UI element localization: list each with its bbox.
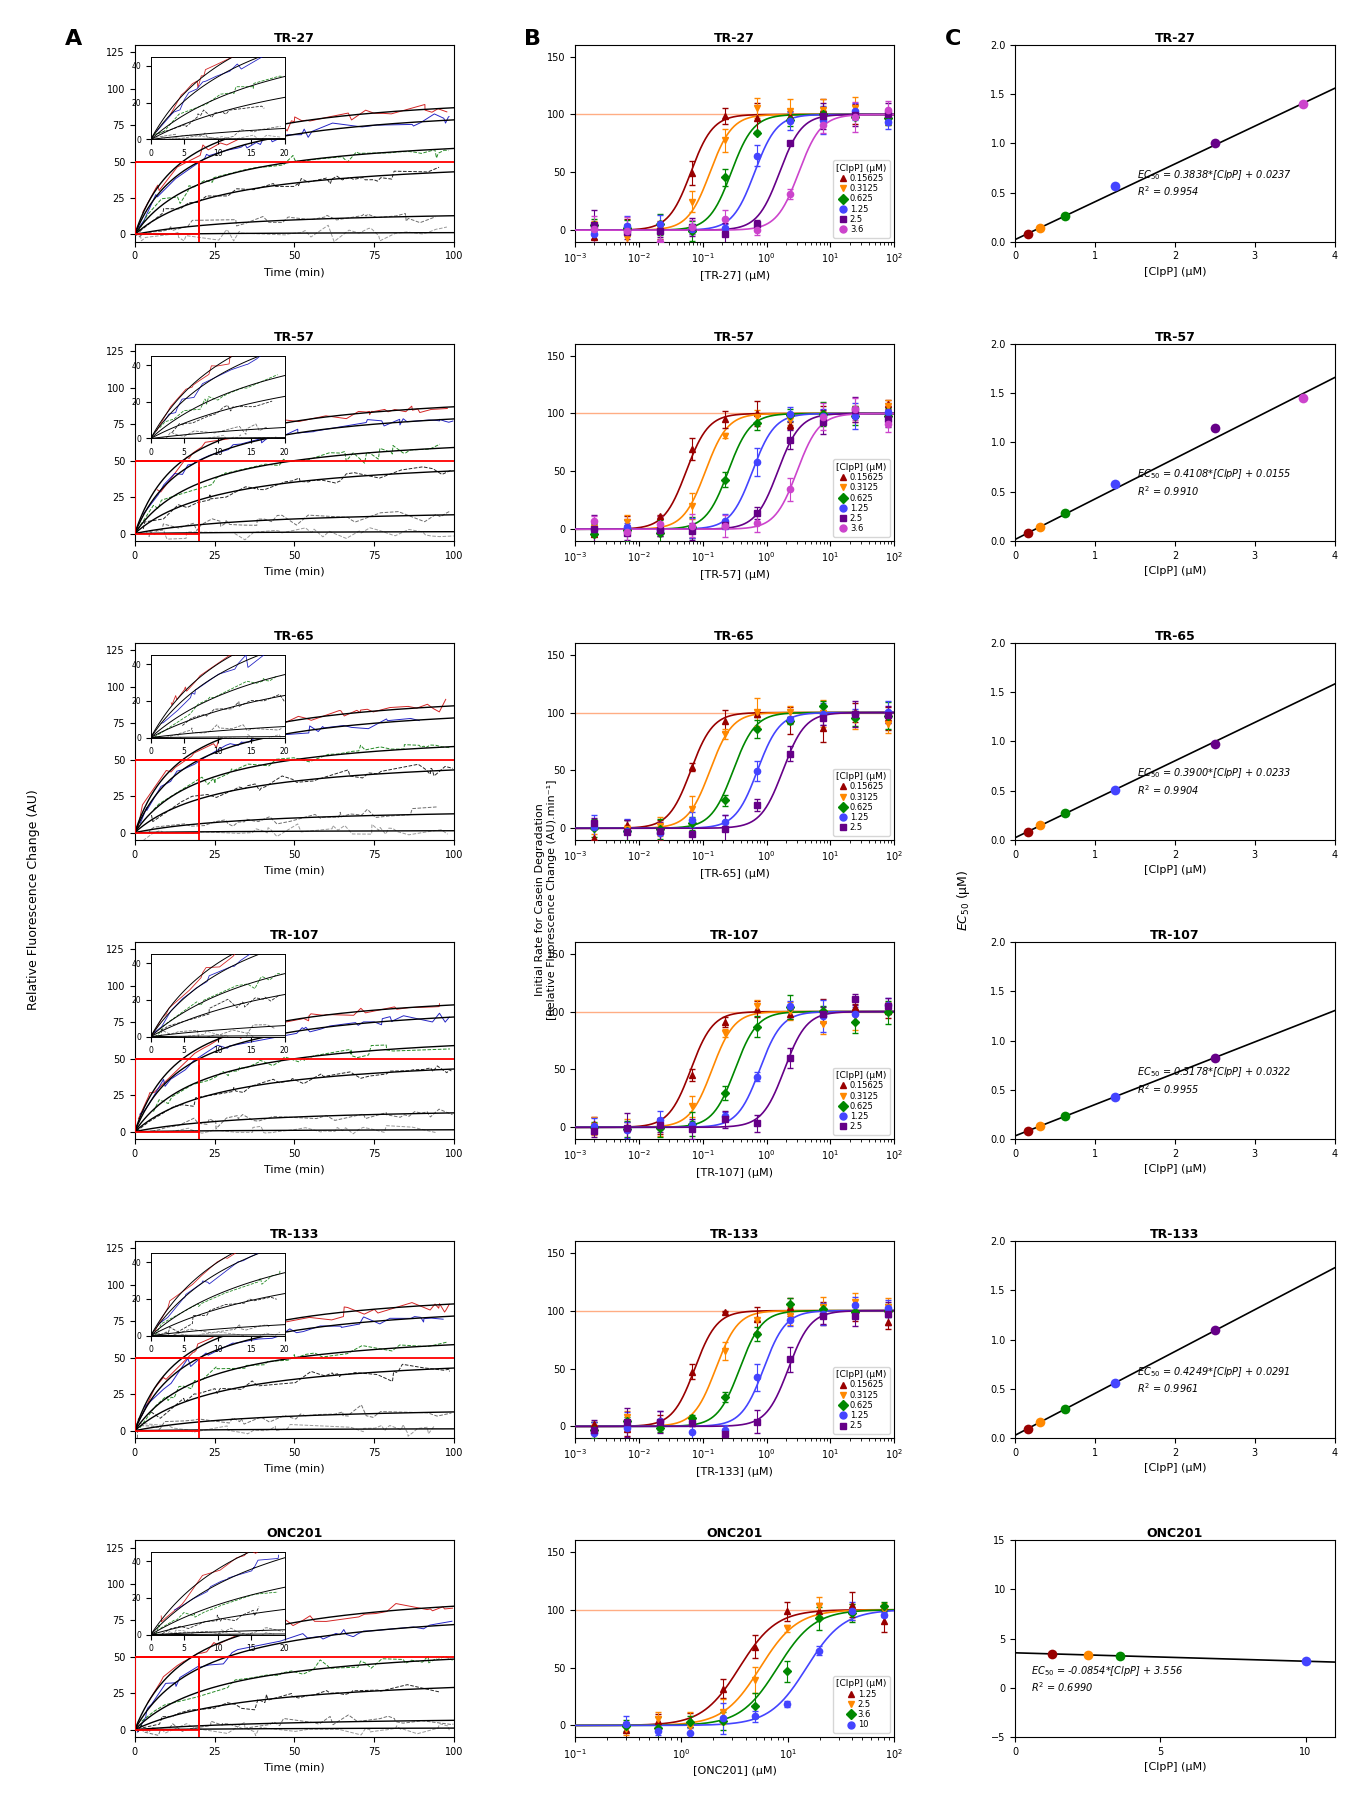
Title: TR-57: TR-57 — [1154, 331, 1196, 344]
Text: A: A — [65, 29, 82, 49]
Legend: 0.15625, 0.3125, 0.625, 1.25, 2.5: 0.15625, 0.3125, 0.625, 1.25, 2.5 — [833, 1366, 890, 1435]
Text: EC$_{50}$ = 0.3838*[ClpP] + 0.0237
$R^{2}$ = 0.9954: EC$_{50}$ = 0.3838*[ClpP] + 0.0237 $R^{2… — [1136, 169, 1291, 198]
Bar — [135, 1357, 198, 1431]
X-axis label: [ClpP] (μM): [ClpP] (μM) — [1143, 565, 1206, 576]
X-axis label: [ONC201] (μM): [ONC201] (μM) — [693, 1766, 776, 1777]
Title: TR-65: TR-65 — [1155, 630, 1196, 643]
Title: TR-133: TR-133 — [710, 1228, 759, 1242]
Title: TR-57: TR-57 — [714, 331, 755, 344]
Title: ONC201: ONC201 — [266, 1526, 322, 1541]
Text: B: B — [524, 29, 541, 49]
Bar — [135, 1656, 198, 1730]
Text: EC$_{50}$ = 0.3900*[ClpP] + 0.0233
$R^{2}$ = 0.9904: EC$_{50}$ = 0.3900*[ClpP] + 0.0233 $R^{2… — [1136, 767, 1291, 797]
Text: C: C — [945, 29, 961, 49]
Title: TR-27: TR-27 — [1154, 32, 1196, 45]
Text: EC$_{50}$ = 0.3178*[ClpP] + 0.0322
$R^{2}$ = 0.9955: EC$_{50}$ = 0.3178*[ClpP] + 0.0322 $R^{2… — [1136, 1066, 1291, 1096]
X-axis label: Time (min): Time (min) — [264, 266, 325, 277]
Legend: 0.15625, 0.3125, 0.625, 1.25, 2.5, 3.6: 0.15625, 0.3125, 0.625, 1.25, 2.5, 3.6 — [833, 459, 890, 536]
Title: TR-107: TR-107 — [710, 929, 759, 941]
Title: TR-65: TR-65 — [714, 630, 755, 643]
Title: TR-27: TR-27 — [714, 32, 755, 45]
X-axis label: [TR-57] (μM): [TR-57] (μM) — [700, 571, 770, 580]
Text: Relative Fluorescence Change (AU): Relative Fluorescence Change (AU) — [27, 790, 40, 1010]
Title: TR-107: TR-107 — [1150, 929, 1200, 941]
X-axis label: [TR-133] (μM): [TR-133] (μM) — [696, 1467, 774, 1478]
Legend: 0.15625, 0.3125, 0.625, 1.25, 2.5: 0.15625, 0.3125, 0.625, 1.25, 2.5 — [833, 1067, 890, 1134]
X-axis label: [ClpP] (μM): [ClpP] (μM) — [1143, 1762, 1206, 1773]
Bar — [135, 461, 198, 533]
Text: EC$_{50}$ = -0.0854*[ClpP] + 3.556
$R^{2}$ = 0.6990: EC$_{50}$ = -0.0854*[ClpP] + 3.556 $R^{2… — [1031, 1663, 1184, 1694]
Text: $EC_{50}$ (μM): $EC_{50}$ (μM) — [956, 869, 972, 931]
Title: TR-133: TR-133 — [270, 1228, 319, 1242]
X-axis label: Time (min): Time (min) — [264, 565, 325, 576]
X-axis label: [ClpP] (μM): [ClpP] (μM) — [1143, 866, 1206, 875]
Text: Initial Rate for Casein Degradation
[Relative Fluorescence Change (AU).min⁻¹]: Initial Rate for Casein Degradation [Rel… — [535, 779, 557, 1021]
Title: ONC201: ONC201 — [1147, 1526, 1204, 1541]
X-axis label: Time (min): Time (min) — [264, 1762, 325, 1773]
Text: EC$_{50}$ = 0.4108*[ClpP] + 0.0155
$R^{2}$ = 0.9910: EC$_{50}$ = 0.4108*[ClpP] + 0.0155 $R^{2… — [1136, 468, 1291, 497]
X-axis label: Time (min): Time (min) — [264, 1165, 325, 1174]
X-axis label: Time (min): Time (min) — [264, 866, 325, 875]
Title: TR-133: TR-133 — [1150, 1228, 1200, 1242]
X-axis label: [TR-65] (μM): [TR-65] (μM) — [700, 869, 770, 878]
Title: TR-107: TR-107 — [270, 929, 319, 941]
Title: ONC201: ONC201 — [706, 1526, 763, 1541]
Title: TR-57: TR-57 — [274, 331, 315, 344]
X-axis label: [TR-27] (μM): [TR-27] (μM) — [700, 270, 770, 281]
Legend: 0.15625, 0.3125, 0.625, 1.25, 2.5: 0.15625, 0.3125, 0.625, 1.25, 2.5 — [833, 769, 890, 835]
X-axis label: [ClpP] (μM): [ClpP] (μM) — [1143, 266, 1206, 277]
Title: TR-65: TR-65 — [274, 630, 314, 643]
Bar — [135, 1058, 198, 1132]
Title: TR-27: TR-27 — [274, 32, 315, 45]
X-axis label: [TR-107] (μM): [TR-107] (μM) — [696, 1168, 774, 1177]
X-axis label: Time (min): Time (min) — [264, 1463, 325, 1472]
Bar — [135, 162, 198, 234]
X-axis label: [ClpP] (μM): [ClpP] (μM) — [1143, 1165, 1206, 1174]
Bar — [135, 760, 198, 833]
Legend: 1.25, 2.5, 3.6, 10: 1.25, 2.5, 3.6, 10 — [833, 1676, 890, 1733]
Legend: 0.15625, 0.3125, 0.625, 1.25, 2.5, 3.6: 0.15625, 0.3125, 0.625, 1.25, 2.5, 3.6 — [833, 160, 890, 238]
Text: EC$_{50}$ = 0.4249*[ClpP] + 0.0291
$R^{2}$ = 0.9961: EC$_{50}$ = 0.4249*[ClpP] + 0.0291 $R^{2… — [1136, 1364, 1290, 1395]
X-axis label: [ClpP] (μM): [ClpP] (μM) — [1143, 1463, 1206, 1472]
